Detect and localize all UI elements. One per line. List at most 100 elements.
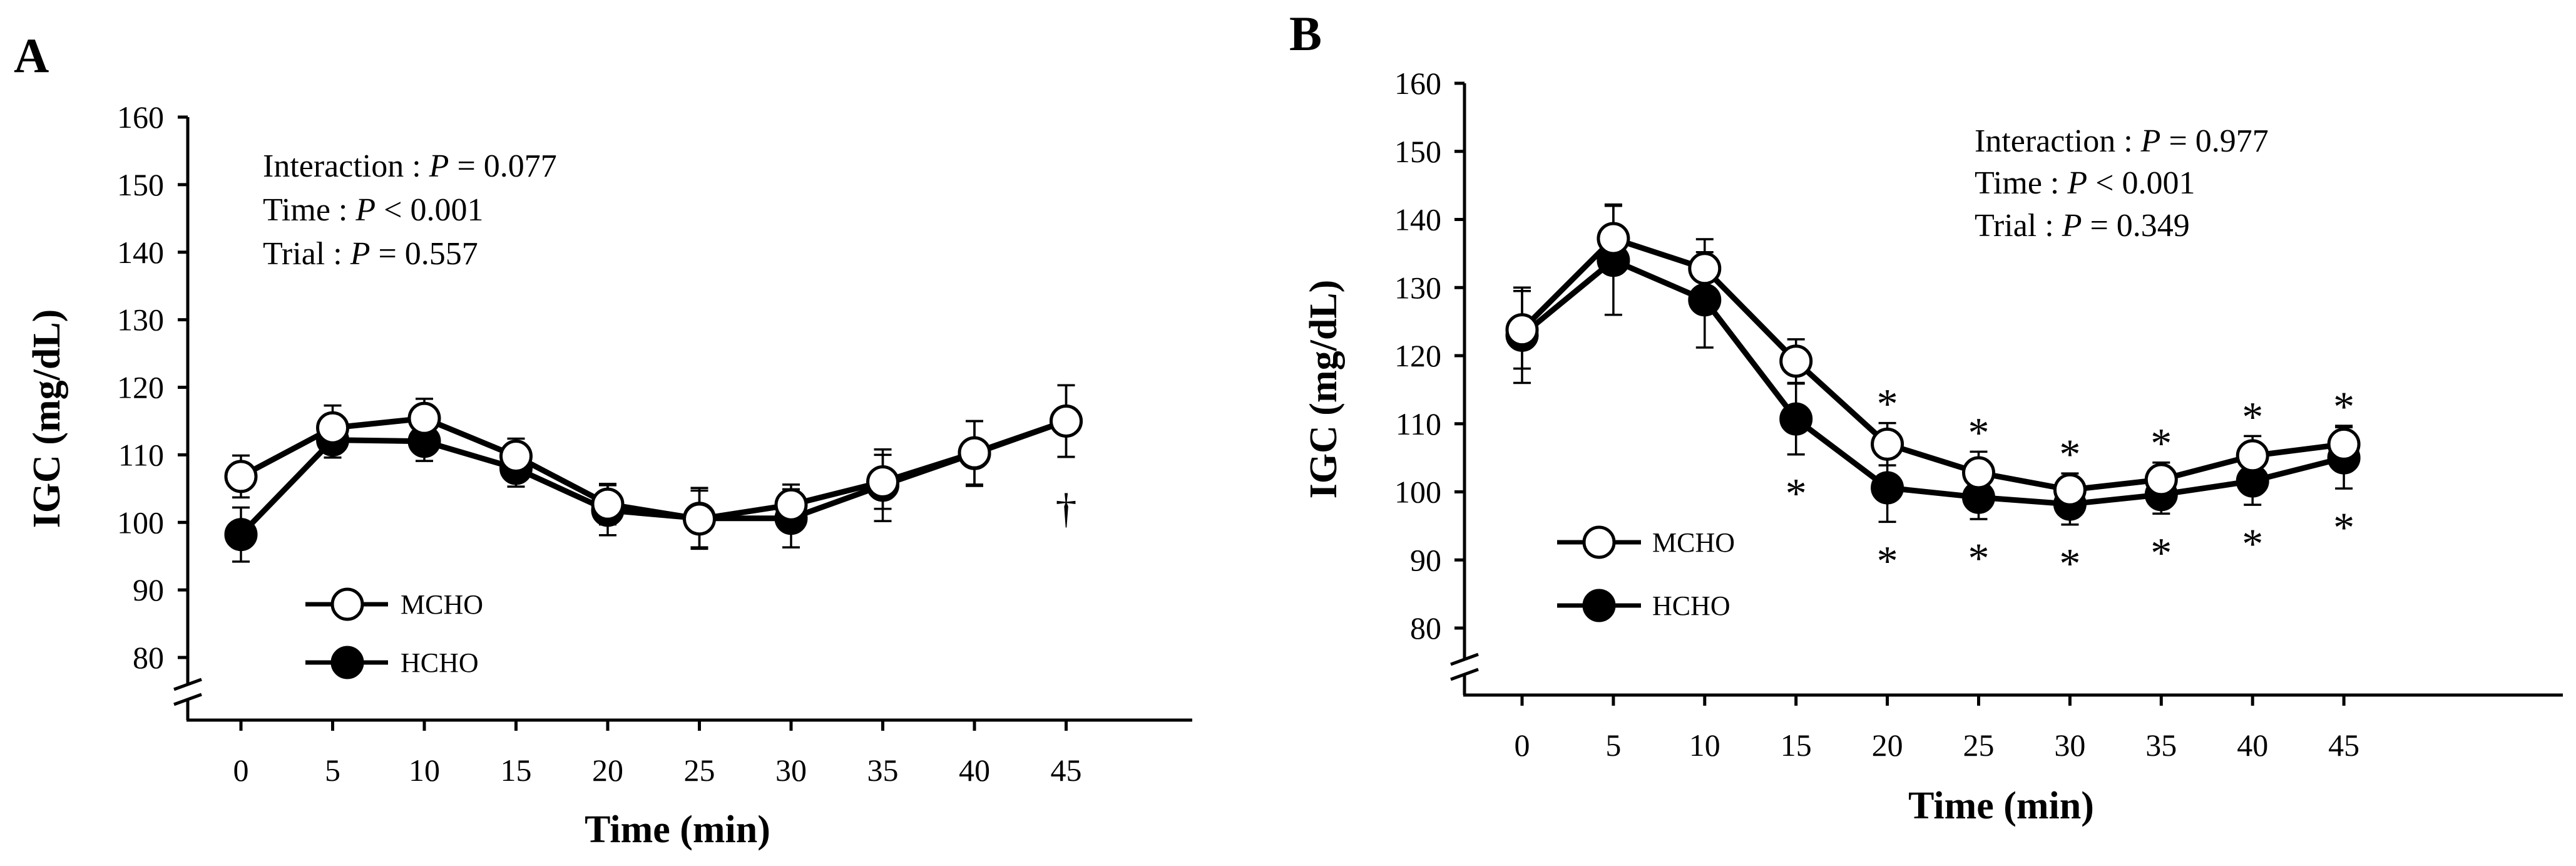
stats-line: Time : P < 0.001: [1975, 165, 2195, 201]
axis-break-mark: [173, 678, 202, 691]
y-tick-label: 130: [1394, 270, 1441, 305]
y-tick-label: 130: [117, 302, 164, 338]
significance-marker-above: *: [2242, 393, 2263, 440]
y-tick-label: 160: [117, 100, 164, 135]
series-line-mcho: [239, 415, 1067, 522]
panel-a: A 80 90 100 110 120 130 140 150 160 0 5 10 15 20 25 30 35…: [14, 28, 1192, 851]
significance-marker-above: *: [1877, 380, 1898, 428]
stats-label: Time :: [263, 192, 355, 228]
significance-marker-below: *: [2059, 540, 2080, 587]
x-tick-label: 35: [867, 753, 899, 788]
y-tick-label: 140: [117, 235, 164, 270]
stats-p: P: [2140, 123, 2161, 159]
stats-line: Trial : P = 0.557: [263, 236, 478, 272]
y-tick-label: 90: [133, 572, 164, 607]
x-tick-label: 20: [592, 753, 623, 788]
data-point-mcho: [2236, 439, 2269, 473]
legend-marker: [330, 646, 364, 679]
significance-marker-below: *: [1877, 537, 1898, 584]
x-tick-label: 0: [233, 753, 249, 788]
y-tick-label: 110: [1396, 406, 1441, 441]
stats-p: P: [2062, 208, 2082, 244]
stats-label: Trial :: [1975, 208, 2062, 244]
stats-p: P: [2067, 165, 2087, 201]
stats-value: = 0.977: [2160, 123, 2268, 159]
x-tick-label: 20: [1872, 728, 1903, 763]
x-tick-label: 5: [325, 753, 340, 788]
data-point-mcho: [1050, 404, 1083, 438]
significance-marker-above: *: [2333, 383, 2354, 430]
data-point-mcho: [774, 488, 808, 522]
stats-p: P: [350, 236, 371, 272]
stats-value: = 0.077: [449, 148, 556, 184]
x-tick-label: 25: [1963, 728, 1995, 763]
data-point-mcho: [499, 440, 533, 473]
x-tick-label: 45: [2328, 728, 2359, 763]
y-tick-label: 120: [1394, 338, 1441, 373]
data-point-mcho: [1505, 313, 1539, 347]
data-point-mcho: [683, 502, 716, 536]
x-tick-label: 5: [1605, 728, 1621, 763]
significance-marker-below: †: [1056, 485, 1077, 532]
data-point-mcho: [591, 487, 625, 521]
y-tick-label: 80: [1410, 611, 1441, 646]
axis-break-mark: [1450, 668, 1479, 681]
x-tick-label: 10: [1689, 728, 1720, 763]
data-point-mcho: [407, 401, 441, 435]
stats-label: Interaction :: [263, 148, 429, 184]
significance-marker-below: *: [2150, 528, 2172, 576]
x-tick-label: 30: [2054, 728, 2085, 763]
stats-line: Time : P < 0.001: [263, 192, 483, 228]
y-tick-label: 100: [1394, 475, 1441, 510]
y-axis-title: IGC (mg/dL): [26, 309, 68, 528]
x-tick-label: 30: [775, 753, 807, 788]
legend-marker: [1582, 525, 1616, 559]
y-tick-label: 150: [1394, 134, 1441, 169]
x-tick-label: 15: [501, 753, 532, 788]
panel-letter: B: [1289, 6, 1322, 61]
significance-marker-below: *: [2333, 503, 2354, 551]
axis-break-mark: [173, 693, 202, 706]
data-point-mcho: [1597, 222, 1630, 255]
x-axis-title: Time (min): [1908, 785, 2094, 827]
y-tick-label: 80: [133, 640, 164, 675]
y-tick-label: 90: [1410, 542, 1441, 577]
panel-b: B 80 90 100 110 120 130 140 150 160 0 5 10 15 20 25 30 35…: [1289, 6, 2563, 827]
x-tick-label: 45: [1051, 753, 1082, 788]
data-point-mcho: [866, 465, 899, 499]
significance-marker-below: *: [2242, 520, 2263, 567]
stats-value: < 0.001: [376, 192, 483, 228]
legend-marker: [1582, 589, 1616, 622]
stats-line: Trial : P = 0.349: [1975, 208, 2190, 244]
x-tick-label: 0: [1515, 728, 1530, 763]
panel-letter: A: [14, 28, 49, 83]
data-point-mcho: [1962, 456, 1995, 490]
data-point-mcho: [2053, 473, 2087, 507]
axis-break-mark: [1450, 652, 1479, 666]
legend-label: MCHO: [401, 589, 483, 620]
data-point-hcho: [1779, 402, 1813, 436]
data-point-mcho: [316, 411, 349, 445]
series-line-mcho: [1520, 235, 2344, 493]
x-tick-label: 25: [684, 753, 715, 788]
significance-marker-above: *: [2059, 430, 2080, 478]
stats-label: Time :: [1975, 165, 2067, 201]
y-tick-label: 150: [117, 167, 164, 202]
stats-line: Interaction : P = 0.077: [263, 148, 557, 184]
data-point-mcho: [1688, 252, 1722, 286]
data-point-mcho: [958, 436, 991, 470]
stats-label: Interaction :: [1975, 123, 2141, 159]
significance-marker-above: *: [1968, 408, 1990, 456]
data-point-hcho: [1688, 283, 1722, 317]
data-point-hcho: [1871, 471, 1904, 505]
y-axis-title: IGC (mg/dL): [1302, 280, 1345, 499]
legend-label: MCHO: [1652, 527, 1735, 558]
x-tick-label: 40: [959, 753, 990, 788]
legend-label: HCHO: [401, 647, 479, 678]
x-axis-title: Time (min): [585, 808, 770, 851]
significance-marker-below: *: [1786, 470, 1807, 517]
legend-label: HCHO: [1652, 590, 1730, 621]
stats-p: P: [355, 192, 376, 228]
stats-value: < 0.001: [2087, 165, 2195, 201]
